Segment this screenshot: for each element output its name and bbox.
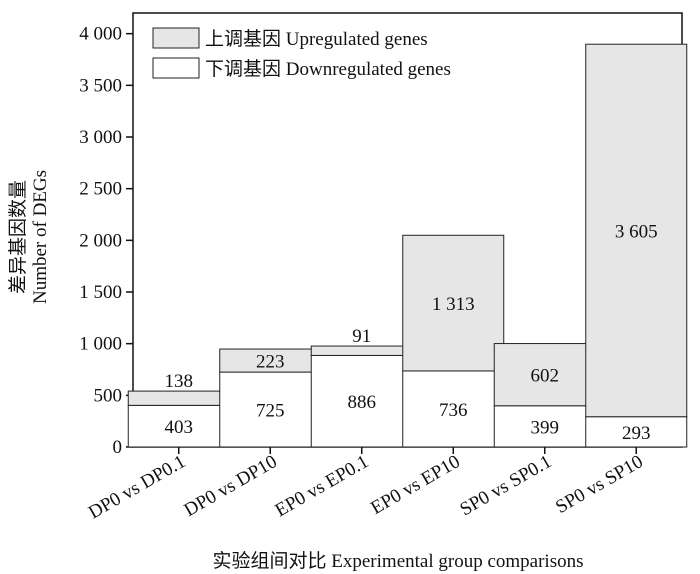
legend-swatch-downregulated (152, 57, 200, 79)
plot-area: 0 500 1 000 1 500 2 000 2 500 3 000 3 500 4 000 4… (79, 12, 688, 523)
y-tick-label: 0 (113, 437, 123, 458)
y-axis-title: 差异基因数量 Number of DEGs (7, 170, 51, 304)
x-tick-label: SP0 vs SP10 (552, 451, 647, 518)
legend: 上调基因 Upregulated genes 下调基因 Downregulated… (152, 27, 451, 80)
x-tick-label: DP0 vs DP0.1 (85, 451, 189, 523)
data-label-down: 886 (348, 392, 377, 413)
bar-downregulated (219, 371, 322, 448)
data-label-up: 223 (256, 352, 285, 373)
y-tick-label: 4 000 (79, 24, 122, 45)
data-label-up: 602 (531, 366, 560, 387)
y-tick-label: 3 000 (79, 127, 122, 148)
bar-upregulated (310, 345, 413, 356)
bar-downregulated (493, 405, 596, 448)
data-label-up: 3 605 (615, 221, 658, 242)
bar-upregulated (585, 43, 688, 418)
y-tick-label: 3 500 (79, 75, 122, 96)
data-label-up: 1 313 (432, 294, 475, 315)
x-tick-label: DP0 vs DP10 (181, 451, 281, 521)
legend-label-upregulated: 上调基因 Upregulated genes (205, 28, 428, 50)
data-label-up: 138 (165, 371, 194, 392)
y-axis-title-en: Number of DEGs (30, 170, 51, 304)
y-tick-label: 1 000 (79, 334, 122, 355)
legend-swatch-upregulated (152, 27, 200, 49)
x-tick-label: EP0 vs EP10 (367, 451, 463, 519)
bar-downregulated (310, 354, 413, 448)
data-label-up: 91 (352, 326, 371, 347)
x-axis-title: 实验组间对比 Experimental group comparisons (213, 550, 584, 572)
y-tick-label: 1 500 (79, 282, 122, 303)
x-tick-label: EP0 vs EP0.1 (272, 451, 373, 521)
x-tick-label: SP0 vs SP0.1 (456, 451, 555, 520)
bar-upregulated (402, 234, 505, 372)
data-label-down: 736 (439, 400, 468, 421)
data-label-down: 725 (256, 401, 285, 422)
legend-label-downregulated: 下调基因 Downregulated genes (205, 58, 451, 80)
bar-upregulated (127, 390, 230, 406)
data-label-down: 399 (531, 417, 560, 438)
y-axis-title-cn: 差异基因数量 (7, 180, 29, 294)
data-label-down: 403 (165, 417, 194, 438)
y-tick-label: 2 500 (79, 179, 122, 200)
data-label-down: 293 (622, 423, 651, 444)
bar-downregulated (585, 416, 688, 448)
y-tick-label: 500 (94, 385, 123, 406)
y-tick-label: 2 000 (79, 230, 122, 251)
